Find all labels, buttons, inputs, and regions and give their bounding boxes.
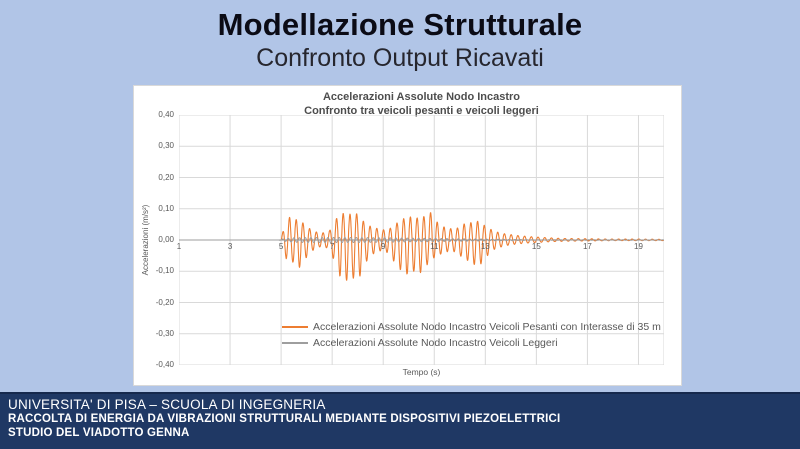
x-tick-label: 1 [176,242,182,251]
x-tick-label: 15 [531,242,541,251]
footer-case-study: STUDIO DEL VIADOTTO GENNA [8,427,190,439]
pesanti-line-swatch-icon [282,326,308,328]
y-tick-label: 0,30 [158,141,174,151]
y-tick-label: -0,10 [155,266,174,276]
x-tick-label: 13 [480,242,490,251]
x-tick-label: 7 [329,242,335,251]
legend-item-leggeri: Accelerazioni Assolute Nodo Incastro Vei… [282,335,661,351]
chart-subtitle: Confronto tra veicoli pesanti e veicoli … [304,105,539,117]
y-tick-label: -0,30 [155,328,174,338]
page-title: Modellazione Strutturale [217,7,583,42]
footer-university: UNIVERSITA' DI PISA – SCUOLA DI INGEGNER… [8,397,326,412]
legend-item-pesanti: Accelerazioni Assolute Nodo Incastro Vei… [282,319,661,335]
x-tick-label: 19 [634,242,643,251]
x-tick-label: 3 [227,242,233,251]
legend-label-pesanti: Accelerazioni Assolute Nodo Incastro Vei… [313,321,661,333]
acceleration-plot [179,115,664,365]
x-tick-label: 17 [582,242,592,251]
chart-legend: Accelerazioni Assolute Nodo Incastro Vei… [282,319,661,351]
y-tick-label: 0,00 [158,235,174,244]
y-axis-title: Accelerazioni (m/s²) [141,204,150,276]
chart-panel: Accelerazioni Assolute Nodo Incastro Con… [133,85,682,386]
leggeri-line-swatch-icon [282,342,308,344]
y-tick-label: 0,10 [158,203,174,213]
footer-bar: UNIVERSITA' DI PISA – SCUOLA DI INGEGNER… [0,392,800,449]
chart-title: Accelerazioni Assolute Nodo Incastro [322,91,521,103]
page-subtitle: Confronto Output Ricavati [256,44,544,72]
legend-label-leggeri: Accelerazioni Assolute Nodo Incastro Vei… [313,337,558,349]
y-tick-label: -0,20 [155,297,174,307]
x-axis-title: Tempo (s) [402,367,441,377]
footer-thesis-title: RACCOLTA DI ENERGIA DA VIBRAZIONI STRUTT… [8,413,561,425]
x-tick-label: 9 [380,242,386,251]
y-tick-label: 0,20 [158,172,174,182]
x-tick-label: 5 [278,242,284,251]
x-tick-label: 11 [430,242,439,251]
y-tick-label: -0,40 [155,360,174,369]
y-tick-label: 0,40 [158,110,174,119]
